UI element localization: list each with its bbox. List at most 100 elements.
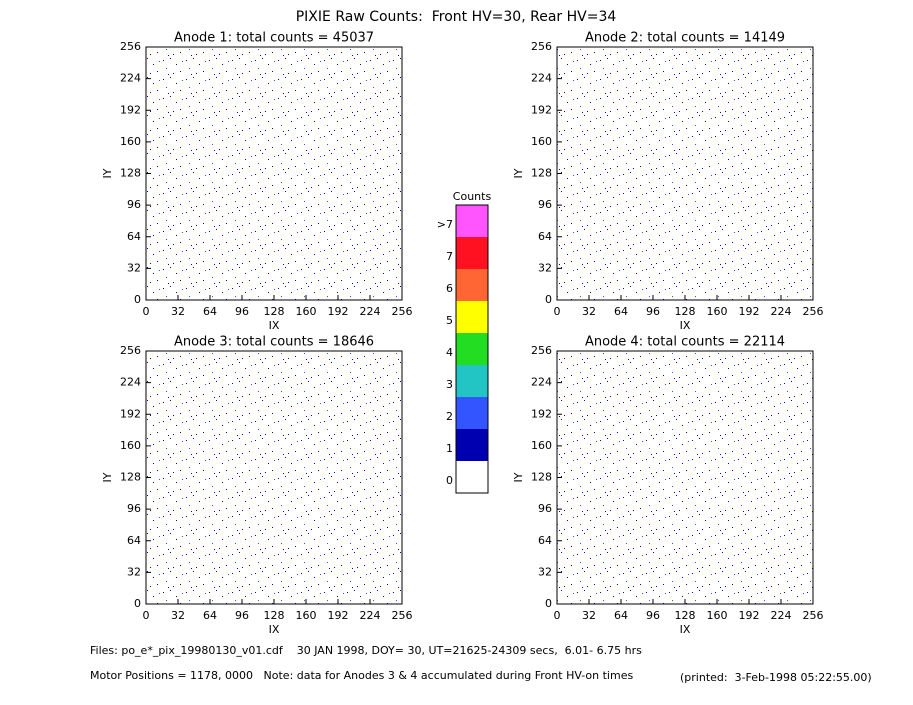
footer-motor: Motor Positions = 1178, 0000 Note: data … (90, 669, 633, 682)
y-tick-label: 192 (120, 407, 141, 420)
y-axis-label: IY (101, 168, 114, 178)
x-tick-label: 192 (739, 609, 760, 622)
y-tick-label: 192 (120, 103, 141, 116)
x-tick-label: 128 (264, 305, 285, 318)
y-tick-label: 160 (120, 135, 141, 148)
colorbar-cell (456, 269, 488, 301)
y-tick-label: 160 (531, 135, 552, 148)
x-tick-label: 192 (328, 609, 349, 622)
count-texture (146, 351, 402, 604)
x-tick-label: 0 (554, 609, 561, 622)
panel-title: Anode 3: total counts = 18646 (174, 335, 374, 350)
y-tick-label: 96 (538, 502, 552, 515)
y-tick-label: 160 (120, 439, 141, 452)
y-tick-label: 32 (538, 261, 552, 274)
y-tick-label: 64 (127, 230, 141, 243)
y-axis-label: IY (512, 472, 525, 482)
colorbar-cell (456, 397, 488, 429)
y-tick-label: 256 (531, 40, 552, 53)
colorbar-cell (456, 237, 488, 269)
x-tick-label: 224 (360, 305, 381, 318)
y-tick-label: 256 (120, 40, 141, 53)
y-axis-label: IY (101, 472, 114, 482)
x-tick-label: 128 (264, 609, 285, 622)
panel-title: Anode 1: total counts = 45037 (174, 31, 374, 46)
y-tick-label: 32 (127, 565, 141, 578)
x-tick-label: 256 (803, 609, 824, 622)
y-tick-label: 128 (531, 167, 552, 180)
x-tick-label: 64 (203, 609, 217, 622)
y-tick-label: 224 (120, 376, 141, 389)
x-tick-label: 160 (707, 305, 728, 318)
colorbar-cell (456, 429, 488, 461)
colorbar-cell (456, 301, 488, 333)
x-tick-label: 0 (554, 305, 561, 318)
x-tick-label: 32 (171, 609, 185, 622)
y-tick-label: 96 (127, 502, 141, 515)
colorbar-label: 2 (446, 410, 453, 423)
colorbar-label: 0 (446, 474, 453, 487)
y-tick-label: 160 (531, 439, 552, 452)
colorbar-title: Counts (453, 190, 492, 203)
colorbar-label: 4 (446, 346, 453, 359)
y-tick-label: 224 (120, 72, 141, 85)
y-tick-label: 0 (545, 293, 552, 306)
colorbar-cell (456, 205, 488, 237)
x-axis-label: IX (269, 623, 280, 636)
x-tick-label: 64 (614, 305, 628, 318)
x-tick-label: 32 (582, 305, 596, 318)
y-tick-label: 96 (127, 198, 141, 211)
colorbar-cell (456, 333, 488, 365)
y-tick-label: 192 (531, 103, 552, 116)
x-tick-label: 256 (392, 305, 413, 318)
x-tick-label: 96 (235, 609, 249, 622)
x-tick-label: 256 (803, 305, 824, 318)
y-tick-label: 224 (531, 376, 552, 389)
x-tick-label: 32 (582, 609, 596, 622)
x-tick-label: 256 (392, 609, 413, 622)
x-axis-label: IX (269, 319, 280, 332)
x-tick-label: 64 (614, 609, 628, 622)
panel-title: Anode 4: total counts = 22114 (585, 335, 785, 350)
x-tick-label: 192 (739, 305, 760, 318)
y-tick-label: 128 (531, 471, 552, 484)
figure-title: PIXIE Raw Counts: Front HV=30, Rear HV=3… (296, 9, 617, 25)
y-tick-label: 128 (120, 167, 141, 180)
x-tick-label: 96 (235, 305, 249, 318)
x-tick-label: 64 (203, 305, 217, 318)
x-tick-label: 128 (675, 609, 696, 622)
y-tick-label: 64 (538, 230, 552, 243)
y-tick-label: 96 (538, 198, 552, 211)
panel-title: Anode 2: total counts = 14149 (585, 31, 785, 46)
x-tick-label: 224 (360, 609, 381, 622)
x-tick-label: 192 (328, 305, 349, 318)
y-tick-label: 64 (538, 534, 552, 547)
count-texture (146, 47, 402, 300)
y-tick-label: 0 (134, 293, 141, 306)
colorbar-label: 5 (446, 314, 453, 327)
colorbar-cell (456, 461, 488, 493)
x-tick-label: 0 (143, 609, 150, 622)
y-tick-label: 224 (531, 72, 552, 85)
colorbar-cell (456, 365, 488, 397)
x-tick-label: 0 (143, 305, 150, 318)
x-tick-label: 224 (771, 305, 792, 318)
y-tick-label: 192 (531, 407, 552, 420)
y-tick-label: 0 (134, 597, 141, 610)
colorbar-frame (455, 204, 489, 494)
colorbar-label: 3 (446, 378, 453, 391)
x-tick-label: 96 (646, 305, 660, 318)
x-axis-label: IX (680, 623, 691, 636)
colorbar-label: 6 (446, 282, 453, 295)
footer-printed: (printed: 3-Feb-1998 05:22:55.00) (680, 671, 872, 684)
colorbar-label: >7 (437, 218, 453, 231)
y-tick-label: 32 (127, 261, 141, 274)
footer-files: Files: po_e*_pix_19980130_v01.cdf 30 JAN… (90, 644, 642, 657)
y-tick-label: 128 (120, 471, 141, 484)
colorbar-label: 7 (446, 250, 453, 263)
count-texture (557, 47, 813, 300)
x-axis-label: IX (680, 319, 691, 332)
x-tick-label: 160 (707, 609, 728, 622)
